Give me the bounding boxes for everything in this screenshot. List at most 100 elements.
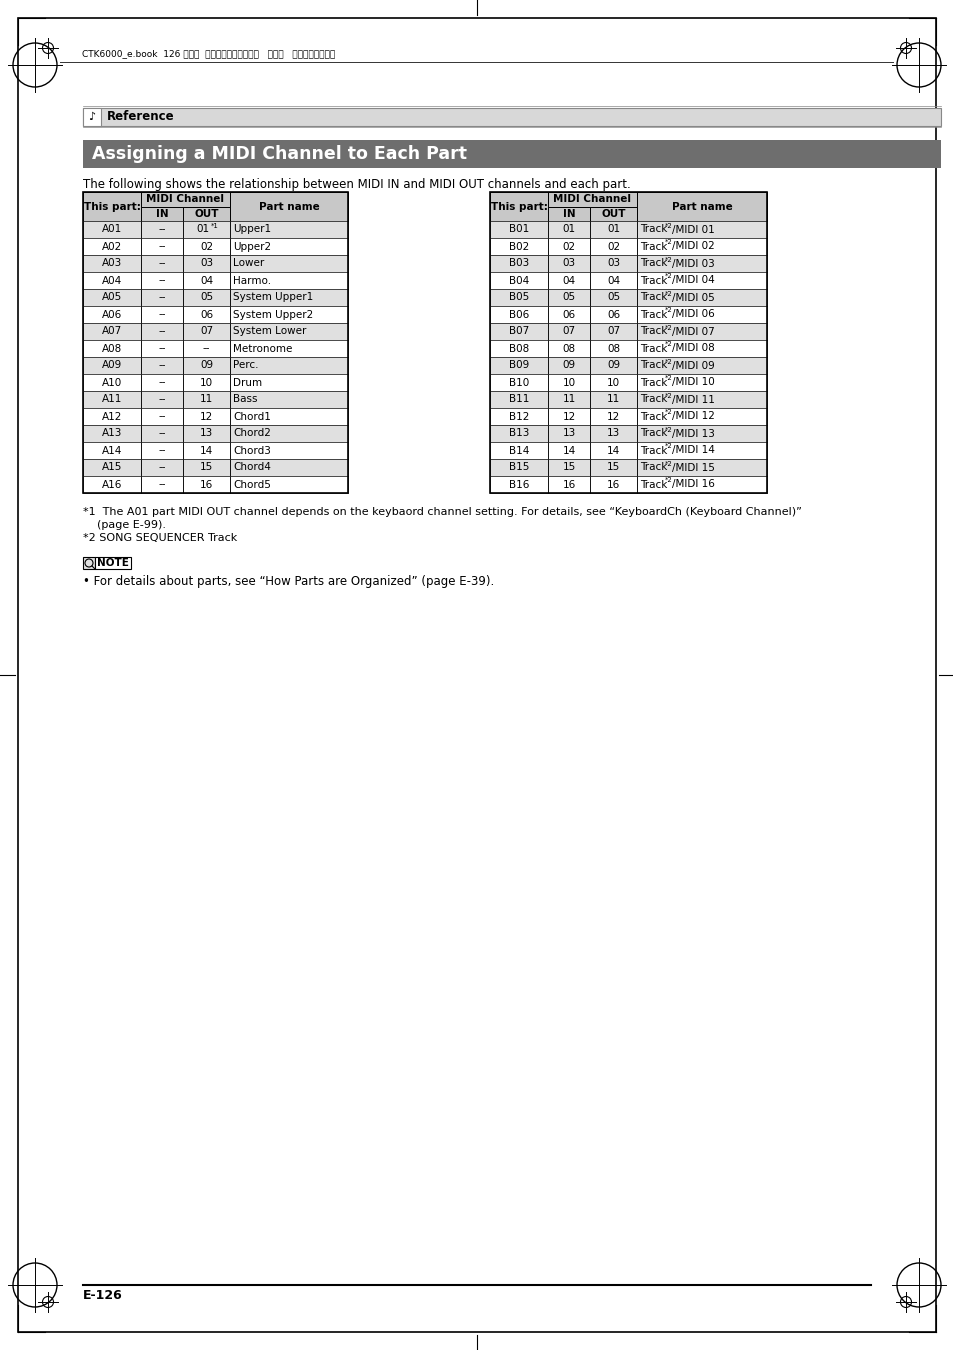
Bar (637, 289, 766, 306)
Bar (141, 323, 183, 340)
Text: /MIDI 08: /MIDI 08 (671, 343, 714, 354)
Text: Track: Track (639, 428, 667, 439)
Bar (83, 192, 348, 221)
Bar (83, 408, 348, 425)
Text: This part:: This part: (490, 201, 547, 212)
Bar (547, 425, 589, 441)
Bar (83, 558, 95, 568)
Bar (83, 441, 141, 459)
Text: 16: 16 (200, 479, 213, 490)
Bar (637, 323, 766, 340)
Bar (183, 306, 230, 323)
Text: IN: IN (155, 209, 168, 219)
Text: MIDI Channel: MIDI Channel (147, 194, 224, 204)
Text: Part name: Part name (258, 201, 319, 212)
Text: 10: 10 (200, 378, 213, 387)
Text: --: -- (158, 343, 166, 354)
Text: 10: 10 (562, 378, 575, 387)
Bar (230, 425, 348, 441)
Text: Track: Track (639, 463, 667, 472)
Text: B15: B15 (508, 463, 529, 472)
Bar (589, 221, 637, 238)
Text: A06: A06 (102, 309, 122, 320)
Bar (490, 374, 766, 392)
Text: /MIDI 10: /MIDI 10 (671, 378, 714, 387)
Text: 13: 13 (606, 428, 619, 439)
Text: B06: B06 (508, 309, 529, 320)
Bar (589, 207, 637, 221)
Text: 07: 07 (562, 327, 575, 336)
Bar (637, 340, 766, 356)
Text: 09: 09 (200, 360, 213, 370)
Bar (83, 425, 348, 441)
Text: /MIDI 07: /MIDI 07 (671, 327, 714, 336)
Text: 14: 14 (606, 446, 619, 455)
Bar (490, 408, 766, 425)
Bar (589, 323, 637, 340)
Bar (490, 306, 547, 323)
Text: A05: A05 (102, 293, 122, 302)
Bar (490, 441, 766, 459)
Bar (83, 392, 141, 408)
Bar (141, 255, 183, 271)
Text: Reference: Reference (107, 111, 174, 123)
Text: • For details about parts, see “How Parts are Organized” (page E-39).: • For details about parts, see “How Part… (83, 575, 494, 589)
Text: B13: B13 (508, 428, 529, 439)
Text: E-126: E-126 (83, 1289, 123, 1301)
Bar (230, 238, 348, 255)
Bar (141, 271, 183, 289)
Bar (490, 192, 547, 221)
Text: /MIDI 09: /MIDI 09 (671, 360, 714, 370)
Bar (547, 477, 589, 493)
Text: 06: 06 (606, 309, 619, 320)
Bar (490, 392, 766, 408)
Bar (141, 408, 183, 425)
Bar (83, 356, 348, 374)
Text: System Upper1: System Upper1 (233, 293, 313, 302)
Text: Harmo.: Harmo. (233, 275, 271, 285)
Text: *2: *2 (664, 393, 672, 398)
Text: *2: *2 (664, 375, 672, 382)
Text: B04: B04 (508, 275, 529, 285)
Bar (637, 425, 766, 441)
Text: --: -- (158, 275, 166, 285)
Text: A09: A09 (102, 360, 122, 370)
Text: Metronome: Metronome (233, 343, 292, 354)
Text: A14: A14 (102, 446, 122, 455)
Bar (230, 221, 348, 238)
Bar (490, 392, 547, 408)
Bar (230, 255, 348, 271)
Text: Track: Track (639, 343, 667, 354)
Bar (83, 140, 940, 167)
Text: A02: A02 (102, 242, 122, 251)
Text: OUT: OUT (600, 209, 625, 219)
Bar (141, 340, 183, 356)
Text: Track: Track (639, 258, 667, 269)
Text: Drum: Drum (233, 378, 262, 387)
Bar (637, 374, 766, 392)
Bar (83, 192, 141, 221)
Text: A08: A08 (102, 343, 122, 354)
Text: 16: 16 (561, 479, 575, 490)
Bar (95, 558, 131, 568)
Bar (230, 477, 348, 493)
Text: *2: *2 (664, 359, 672, 364)
Bar (183, 459, 230, 477)
Text: MIDI Channel: MIDI Channel (553, 194, 631, 204)
Text: 16: 16 (606, 479, 619, 490)
Text: --: -- (158, 224, 166, 235)
Bar (141, 425, 183, 441)
Bar (83, 374, 141, 392)
Text: /MIDI 11: /MIDI 11 (671, 394, 714, 405)
Bar (83, 340, 141, 356)
Text: 08: 08 (606, 343, 619, 354)
Text: System Upper2: System Upper2 (233, 309, 313, 320)
Text: 04: 04 (562, 275, 575, 285)
Bar (490, 425, 547, 441)
Bar (589, 356, 637, 374)
Text: NOTE: NOTE (97, 558, 129, 568)
Text: 06: 06 (562, 309, 575, 320)
Bar (183, 356, 230, 374)
Text: 03: 03 (200, 258, 213, 269)
Text: 07: 07 (200, 327, 213, 336)
